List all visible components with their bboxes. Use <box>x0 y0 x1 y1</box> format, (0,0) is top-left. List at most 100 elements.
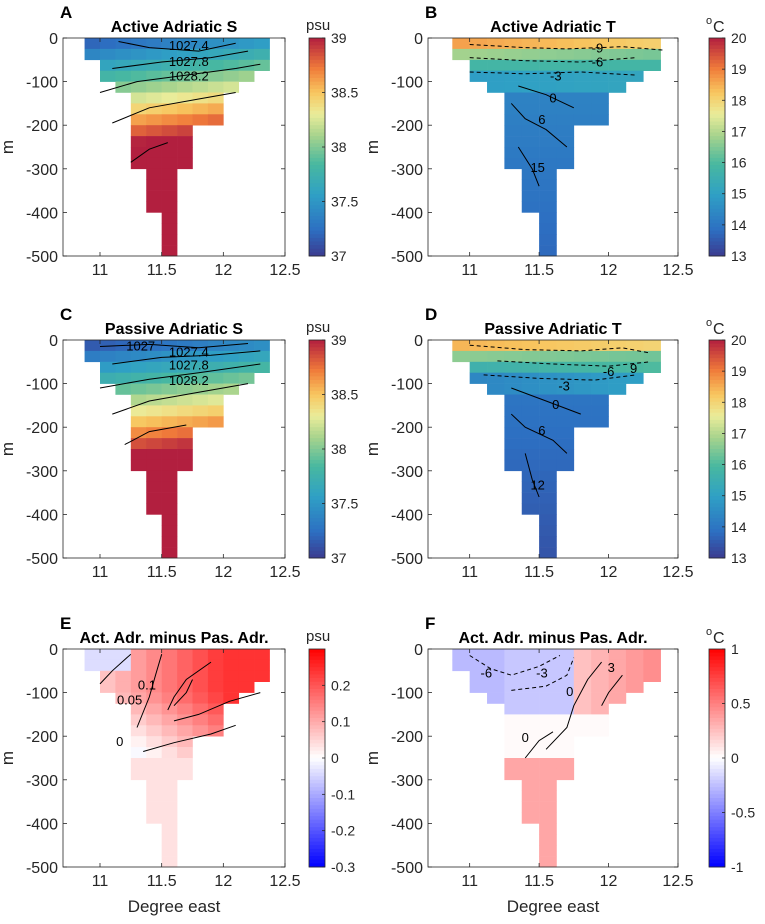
colorbar-band <box>309 45 325 50</box>
heatmap-cell <box>521 350 540 363</box>
colorbar-band <box>709 554 725 559</box>
colorbar-band <box>309 805 325 810</box>
heatmap-cell <box>591 703 609 715</box>
heatmap-cell <box>487 692 505 704</box>
colorbar-band <box>309 38 325 43</box>
heatmap-cell <box>504 649 523 661</box>
heatmap-cell <box>539 416 557 428</box>
x-tick-label: 12 <box>214 873 232 890</box>
heatmap-cell <box>521 459 540 472</box>
heatmap-cell <box>192 383 209 395</box>
colorbar-band <box>309 56 325 61</box>
colorbar-band <box>309 699 325 704</box>
colorbar-band <box>309 398 325 403</box>
colorbar-band <box>709 758 725 763</box>
heatmap-cell <box>161 383 178 395</box>
colorbar-band <box>309 365 325 370</box>
colorbar-band <box>709 674 725 679</box>
colorbar-band <box>309 358 325 363</box>
colorbar-band <box>709 343 725 348</box>
heatmap-cell <box>161 659 178 672</box>
colorbar-band <box>709 739 725 744</box>
heatmap-cell <box>115 681 132 693</box>
heatmap-cell <box>238 649 255 661</box>
heatmap-cell <box>573 114 592 126</box>
heatmap-cell <box>115 81 132 93</box>
colorbar-band <box>709 848 725 853</box>
colorbar-band <box>309 554 325 559</box>
colorbar-band <box>709 416 725 421</box>
heatmap-cell <box>130 350 147 363</box>
heatmap-cell <box>504 416 523 428</box>
colorbar-band <box>309 226 325 231</box>
panel-title: Active Adriatic T <box>490 19 616 36</box>
heatmap-cell <box>539 340 557 352</box>
y-tick-label: -200 <box>26 729 58 746</box>
heatmap-cell <box>573 714 592 726</box>
colorbar-band <box>309 507 325 512</box>
heatmap-cell <box>504 725 523 737</box>
heatmap-cell <box>521 340 540 352</box>
colorbar-band <box>709 230 725 235</box>
heatmap-cell <box>521 372 540 384</box>
heatmap-cell <box>223 659 240 672</box>
heatmap-cell <box>161 81 178 93</box>
colorbar-tick-label: 18 <box>731 92 747 108</box>
colorbar-band <box>709 805 725 810</box>
colorbar-frame <box>708 37 726 257</box>
colorbar-band <box>709 547 725 552</box>
heatmap-cell <box>177 103 193 115</box>
heatmap-cell <box>177 427 193 439</box>
heatmap-cell <box>223 670 240 682</box>
heatmap-cell <box>207 81 224 93</box>
heatmap-cell <box>539 812 557 824</box>
heatmap-cell <box>539 747 557 759</box>
colorbar-band <box>709 409 725 414</box>
heatmap-cell <box>539 670 557 682</box>
contour-line <box>173 679 193 707</box>
heatmap-cell <box>238 659 255 672</box>
heatmap-cell <box>591 114 609 126</box>
heatmap-cell <box>521 747 540 759</box>
heatmap-cell <box>192 70 209 82</box>
panel-letter: D <box>425 305 437 324</box>
heatmap-cell <box>254 361 270 373</box>
heatmap-cell <box>207 405 224 417</box>
colorbar-band <box>709 750 725 755</box>
heatmap-cell <box>177 416 193 428</box>
colorbar-tick-label: 1 <box>731 641 739 657</box>
heatmap-cell <box>161 514 178 526</box>
heatmap-cell <box>521 92 540 104</box>
y-tick-label: 0 <box>49 31 58 48</box>
colorbar-band <box>709 772 725 777</box>
heatmap-cell <box>469 659 488 672</box>
heatmap-cell <box>608 692 627 704</box>
y-tick-label: -100 <box>26 377 58 394</box>
colorbar-band <box>709 492 725 497</box>
heatmap-cell <box>556 692 575 704</box>
colorbar-band <box>709 139 725 144</box>
contour-line <box>517 146 540 187</box>
heatmap-cell <box>504 70 523 82</box>
heatmap-cell <box>207 92 224 104</box>
colorbar-band <box>709 194 725 199</box>
heatmap-cell <box>452 350 470 363</box>
heatmap-cell <box>573 361 592 373</box>
colorbar-band <box>309 547 325 552</box>
heatmap-cell <box>146 114 162 126</box>
colorbar-band <box>709 790 725 795</box>
heatmap-cell <box>469 70 488 82</box>
heatmap-cell <box>223 692 240 704</box>
colorbar-band <box>709 856 725 861</box>
colorbar-band <box>709 179 725 184</box>
heatmap-cell <box>146 790 162 802</box>
contour-line <box>99 343 249 349</box>
colorbar-band <box>309 663 325 668</box>
colorbar-band <box>709 350 725 355</box>
heatmap-cell <box>146 125 162 137</box>
colorbar-band <box>309 863 325 868</box>
colorbar-band <box>309 783 325 788</box>
heatmap-cell <box>521 758 540 770</box>
heatmap-cell <box>177 405 193 417</box>
heatmap-cell <box>521 136 540 148</box>
